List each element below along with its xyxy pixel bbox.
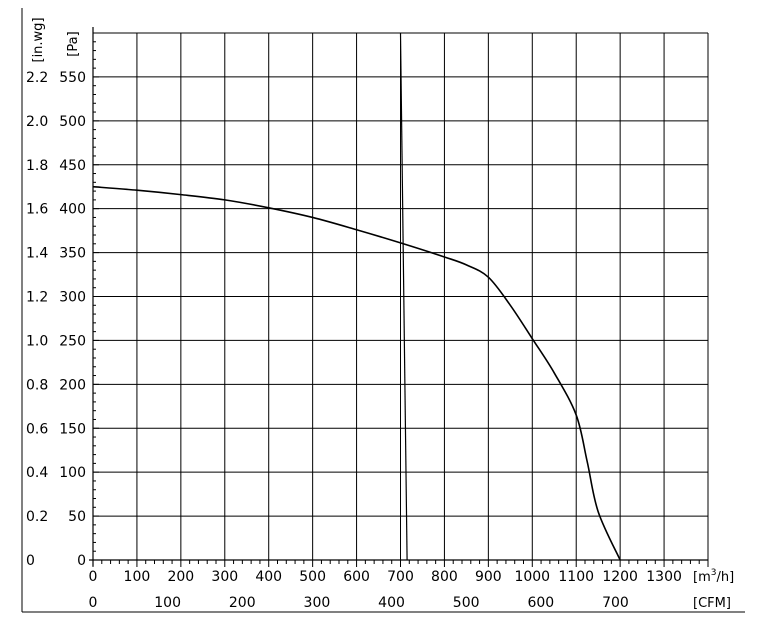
x2-tick-label: 300 — [304, 595, 331, 611]
x-tick-label: 1000 — [514, 569, 550, 585]
x-tick-label: 600 — [343, 569, 370, 585]
x-tick-label: 900 — [475, 569, 502, 585]
y2-tick-label-inwg: 2.2 — [26, 70, 48, 86]
y-tick-label-pa: 500 — [59, 114, 86, 130]
y-tick-label-pa: 250 — [59, 333, 86, 349]
y2-tick-label-inwg: 1.6 — [26, 202, 48, 218]
y-tick-label-pa: 0 — [77, 553, 86, 569]
x-axis-label: [m3/h] — [693, 568, 734, 585]
x2-tick-label: 200 — [229, 595, 256, 611]
x2-tick-label: 600 — [527, 595, 554, 611]
x-tick-label: 300 — [211, 569, 238, 585]
x-tick-label: 700 — [387, 569, 414, 585]
y-tick-label-pa: 100 — [59, 465, 86, 481]
x2-tick-label: 100 — [154, 595, 181, 611]
y-axis-label-pa: [Pa] — [66, 31, 81, 56]
x2-tick-label: 400 — [378, 595, 405, 611]
tick-labels: 00500.21000.41500.62000.82501.03001.2350… — [26, 70, 682, 611]
axes — [21, 8, 745, 613]
x2-axis-label: [CFM] — [693, 596, 731, 611]
y2-tick-label-inwg: 0.6 — [26, 421, 48, 437]
x-tick-label: 0 — [89, 569, 98, 585]
y-tick-label-pa: 200 — [59, 377, 86, 393]
y-tick-label-pa: 300 — [59, 290, 86, 306]
series-group — [92, 32, 621, 561]
y-axis-label-inwg: [in.wg] — [31, 17, 46, 62]
y2-tick-label-inwg: 0 — [26, 553, 35, 569]
y2-tick-label-inwg: 1.2 — [26, 290, 48, 306]
x-tick-label: 1100 — [558, 569, 594, 585]
x-tick-label: 100 — [124, 569, 151, 585]
y2-tick-label-inwg: 0.4 — [26, 465, 48, 481]
x2-tick-label: 0 — [89, 595, 98, 611]
x-tick-label: 200 — [167, 569, 194, 585]
system-line — [399, 32, 408, 561]
y2-tick-label-inwg: 1.4 — [26, 246, 48, 262]
y-tick-label-pa: 450 — [59, 158, 86, 174]
performance-curve — [92, 185, 621, 561]
x-tick-label: 400 — [255, 569, 282, 585]
y-tick-label-pa: 150 — [59, 421, 86, 437]
x2-tick-label: 500 — [453, 595, 480, 611]
x-tick-label: 500 — [299, 569, 326, 585]
y2-tick-label-inwg: 0.2 — [26, 509, 48, 525]
x-tick-label: 1200 — [602, 569, 638, 585]
y-tick-label-pa: 550 — [59, 70, 86, 86]
x2-tick-label: 700 — [602, 595, 629, 611]
x-tick-label: 1300 — [646, 569, 682, 585]
y2-tick-label-inwg: 1.8 — [26, 158, 48, 174]
y2-tick-label-inwg: 1.0 — [26, 333, 48, 349]
y2-tick-label-inwg: 0.8 — [26, 377, 48, 393]
y-tick-label-pa: 50 — [68, 509, 86, 525]
x-tick-label: 800 — [431, 569, 458, 585]
y-tick-label-pa: 350 — [59, 246, 86, 262]
grid-lines — [93, 32, 709, 560]
y2-tick-label-inwg: 2.0 — [26, 114, 48, 130]
y-tick-label-pa: 400 — [59, 202, 86, 218]
